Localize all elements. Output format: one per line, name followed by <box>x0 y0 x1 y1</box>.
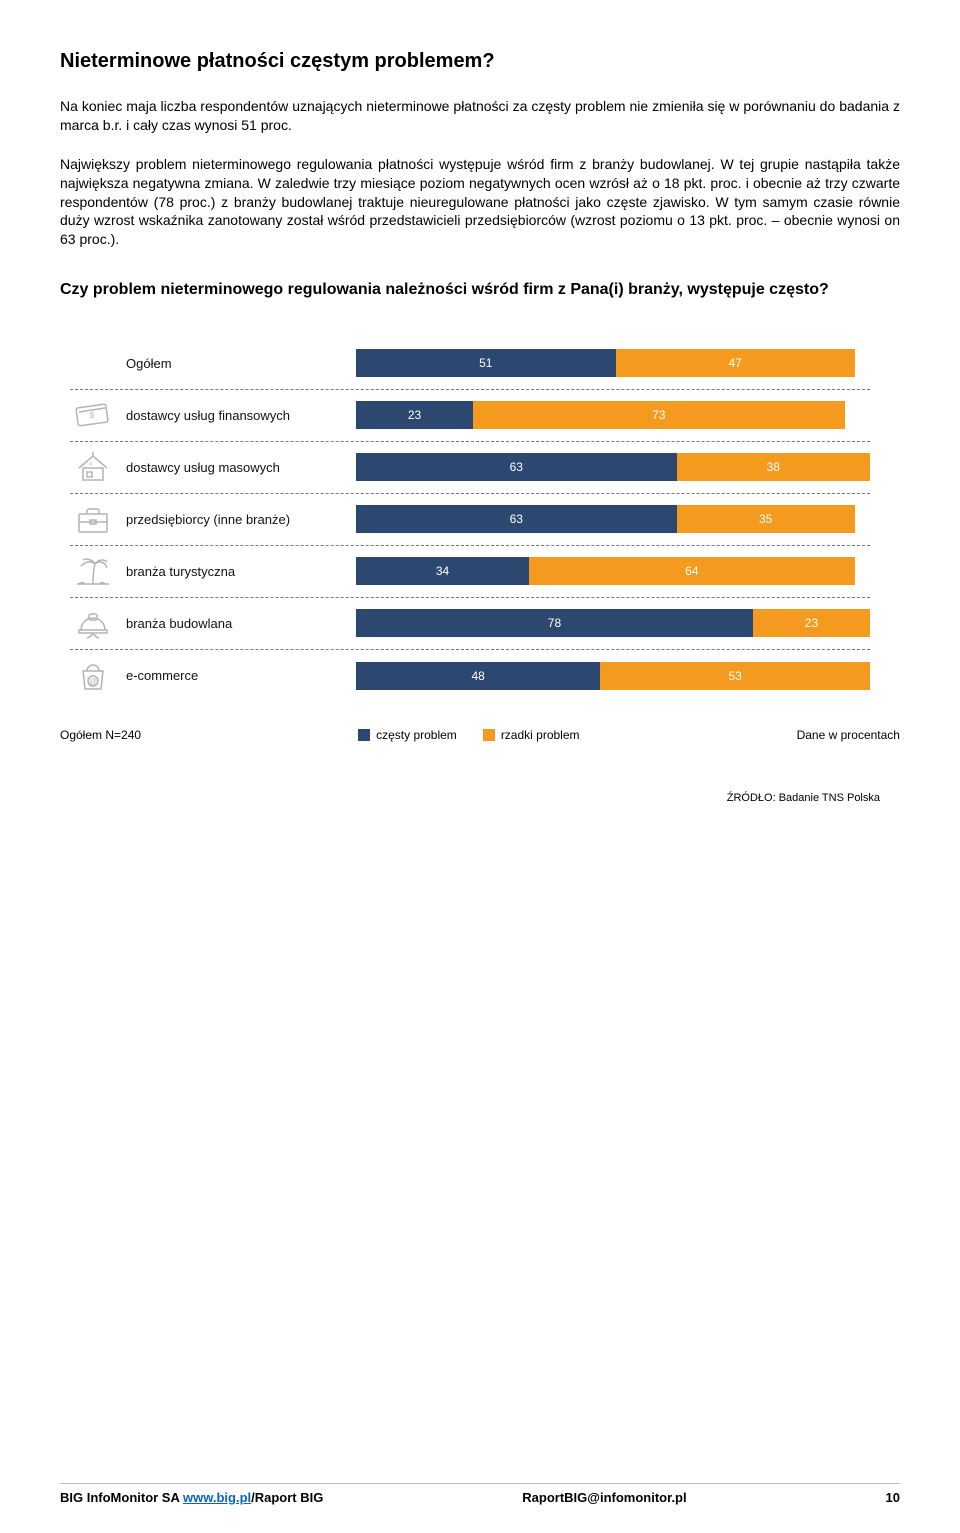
intro-paragraph-2: Największy problem nieterminowego regulo… <box>60 155 900 249</box>
briefcase-icon <box>70 502 116 536</box>
chart-row: branża budowlana 7823 <box>70 598 870 650</box>
footer-company: BIG InfoMonitor SA <box>60 1490 183 1505</box>
bar-segment-a: 63 <box>356 453 677 481</box>
chart-row-label: Ogółem <box>126 356 346 371</box>
bar-segment-a: 48 <box>356 662 600 690</box>
svg-text:$: $ <box>90 411 95 420</box>
house-icon: # <box>70 450 116 484</box>
bar-segment-b: 73 <box>473 401 845 429</box>
helmet-icon <box>70 606 116 640</box>
chart-row-label: dostawcy usług masowych <box>126 460 346 475</box>
bar-segment-b: 38 <box>677 453 870 481</box>
bar-segment-a: 51 <box>356 349 616 377</box>
bar-segment-a: 63 <box>356 505 677 533</box>
chart-bar: 3464 <box>356 557 870 585</box>
unit-label: Dane w procentach <box>797 728 900 742</box>
footer-link[interactable]: www.big.pl <box>183 1490 251 1505</box>
legend-item-a: częsty problem <box>358 728 457 742</box>
legend-swatch-b <box>483 729 495 741</box>
legend-swatch-a <box>358 729 370 741</box>
source-attribution: ŹRÓDŁO: Badanie TNS Polska <box>60 792 880 804</box>
bar-segment-b: 53 <box>600 662 870 690</box>
page-title: Nieterminowe płatności częstym problemem… <box>60 50 900 73</box>
chart-row: branża turystyczna 3464 <box>70 546 870 598</box>
footer-email: RaportBIG@infomonitor.pl <box>522 1490 686 1505</box>
legend-item-b: rzadki problem <box>483 728 580 742</box>
chart-row-label: branża budowlana <box>126 616 346 631</box>
chart-bar: 6335 <box>356 505 870 533</box>
bar-segment-b: 35 <box>677 505 855 533</box>
chart-row: $ dostawcy usług finansowych 2373 <box>70 390 870 442</box>
chart-row: przedsiębiorcy (inne branże) 6335 <box>70 494 870 546</box>
chart-row-label: e-commerce <box>126 668 346 683</box>
legend-label-b: rzadki problem <box>501 728 580 742</box>
chart-bar: 6338 <box>356 453 870 481</box>
chart-row: Ogółem 5147 <box>70 338 870 390</box>
chart-bar: 7823 <box>356 609 870 637</box>
chart-row: @ e-commerce 4853 <box>70 650 870 702</box>
bar-segment-a: 78 <box>356 609 753 637</box>
palm-icon <box>70 554 116 588</box>
bar-segment-b: 47 <box>616 349 855 377</box>
intro-paragraph-1: Na koniec maja liczba respondentów uznaj… <box>60 97 900 135</box>
footer-left: BIG InfoMonitor SA www.big.pl/Raport BIG <box>60 1490 323 1505</box>
bar-segment-a: 34 <box>356 557 529 585</box>
chart-row-label: branża turystyczna <box>126 564 346 579</box>
svg-text:@: @ <box>89 677 97 686</box>
survey-question: Czy problem nieterminowego regulowania n… <box>60 279 900 301</box>
chart-bar: 2373 <box>356 401 870 429</box>
chart-legend: częsty problem rzadki problem <box>358 728 579 742</box>
svg-text:#: # <box>89 462 93 468</box>
page-footer: BIG InfoMonitor SA www.big.pl/Raport BIG… <box>60 1483 900 1505</box>
chart-bar: 4853 <box>356 662 870 690</box>
chart-row-label: przedsiębiorcy (inne branże) <box>126 512 346 527</box>
sample-size-label: Ogółem N=240 <box>60 728 141 742</box>
bar-segment-b: 23 <box>753 609 870 637</box>
legend-label-a: częsty problem <box>376 728 457 742</box>
bar-segment-a: 23 <box>356 401 473 429</box>
chart-row-label: dostawcy usług finansowych <box>126 408 346 423</box>
bar-segment-b: 64 <box>529 557 855 585</box>
footer-suffix: /Raport BIG <box>251 1490 323 1505</box>
page-number: 10 <box>886 1490 900 1505</box>
card-icon: $ <box>70 398 116 432</box>
atbag-icon: @ <box>70 659 116 693</box>
chart-footer: Ogółem N=240 częsty problem rzadki probl… <box>60 728 900 742</box>
bar-chart: Ogółem5147$dostawcy usług finansowych237… <box>70 338 870 702</box>
chart-bar: 5147 <box>356 349 870 377</box>
chart-row: # dostawcy usług masowych 6338 <box>70 442 870 494</box>
